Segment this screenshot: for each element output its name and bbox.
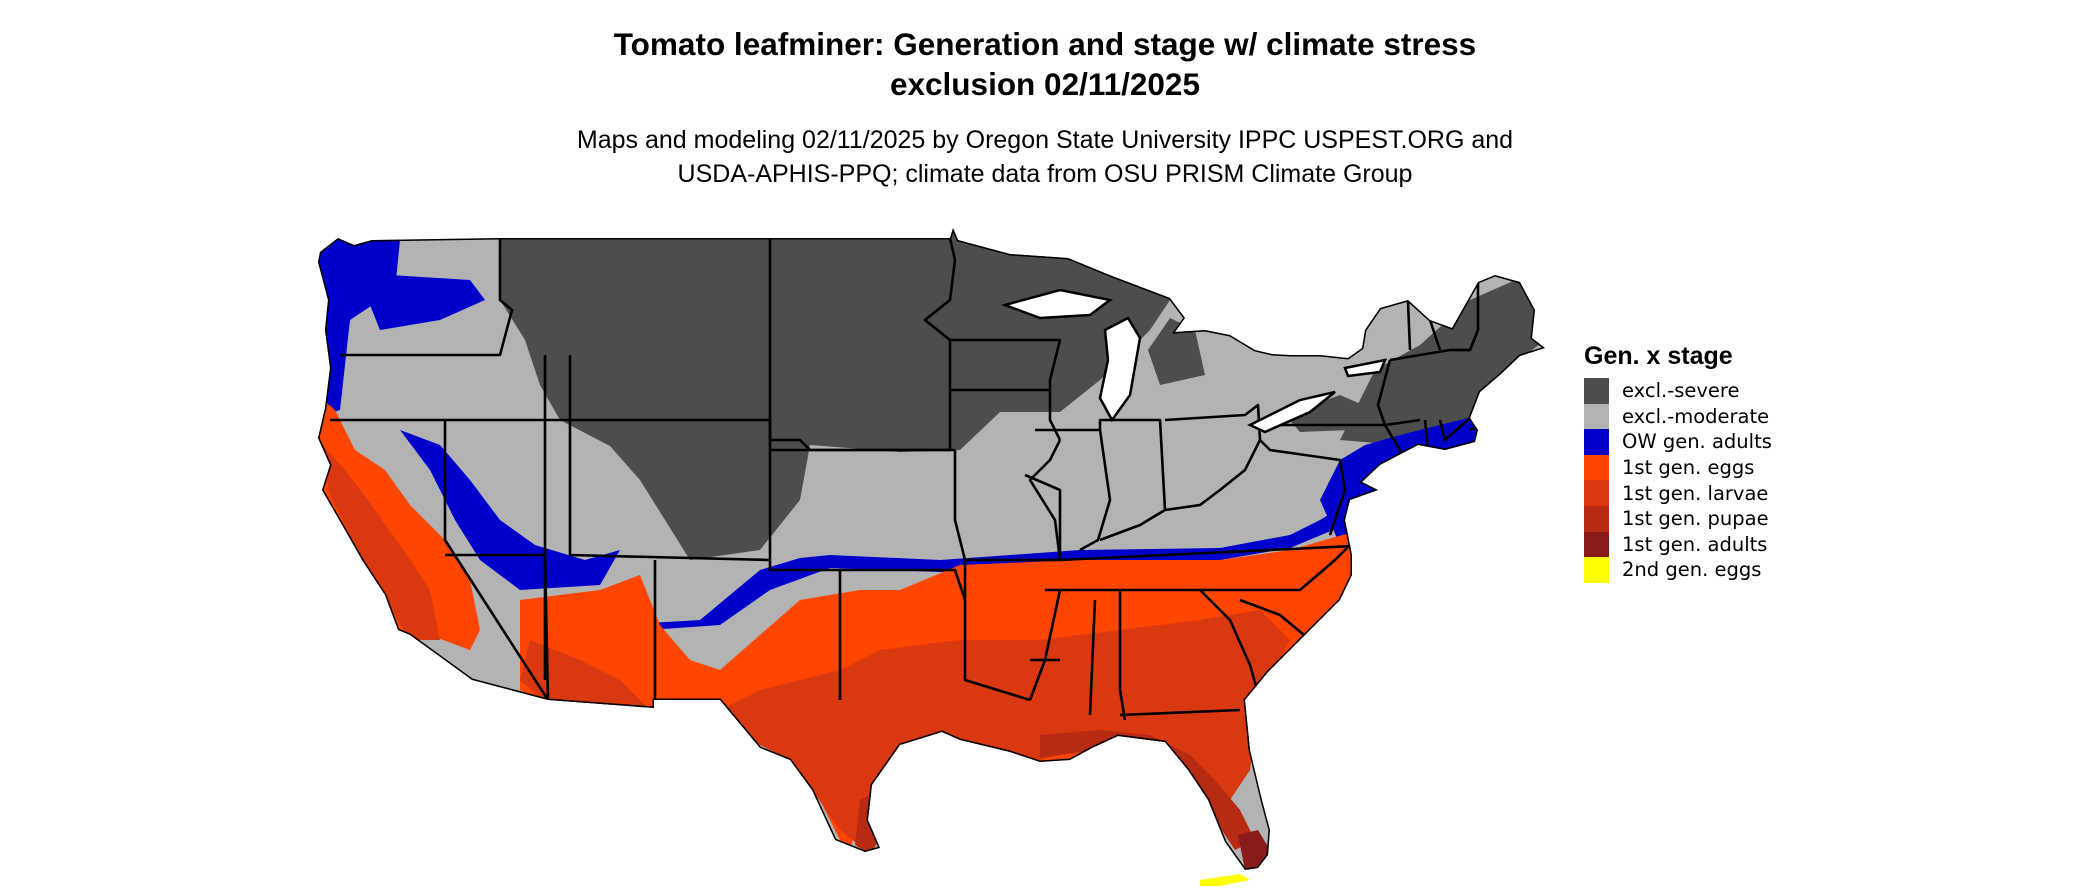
legend-label: 2nd gen. eggs bbox=[1622, 558, 1762, 582]
lake-ontario bbox=[1343, 358, 1388, 378]
map-title-line1: Tomato leafminer: Generation and stage w… bbox=[613, 26, 1477, 62]
legend-item: excl.-severe bbox=[1584, 378, 1772, 404]
legend-label: excl.-severe bbox=[1622, 379, 1740, 403]
zone-1st-gen-larvae-gulf bbox=[700, 610, 1290, 850]
zone-2nd-gen-eggs-keys bbox=[1200, 874, 1250, 886]
legend-label: excl.-moderate bbox=[1622, 404, 1770, 428]
legend-swatch bbox=[1584, 403, 1609, 430]
zone-excl-severe-michigan bbox=[1148, 318, 1205, 385]
conus-outline bbox=[318, 228, 1545, 870]
map-subtitle-line2: USDA-APHIS-PPQ; climate data from OSU PR… bbox=[677, 160, 1413, 188]
legend-items: excl.-severe excl.-moderate OW gen. adul… bbox=[1584, 378, 1772, 583]
zone-1st-gen-larvae-california bbox=[318, 440, 440, 640]
zone-excl-severe-northeast bbox=[1340, 278, 1545, 445]
legend-item: OW gen. adults bbox=[1584, 429, 1772, 455]
map-subtitle-line1: Maps and modeling 02/11/2025 by Oregon S… bbox=[576, 126, 1514, 154]
legend-item: 1st gen. eggs bbox=[1584, 454, 1772, 481]
map-subtitle: Maps and modeling 02/11/2025 by Oregon S… bbox=[0, 123, 2090, 191]
legend-swatch bbox=[1584, 505, 1609, 532]
legend-swatch bbox=[1584, 378, 1609, 404]
zone-ow-adults-sierra bbox=[400, 430, 620, 590]
great-lakes bbox=[1000, 288, 1388, 434]
legend-swatch bbox=[1584, 480, 1609, 506]
legend-item: excl.-moderate bbox=[1584, 403, 1772, 430]
legend-label: 1st gen. larvae bbox=[1622, 481, 1769, 505]
legend-label: 1st gen. adults bbox=[1622, 532, 1768, 556]
zone-1st-gen-adults-south-florida bbox=[1238, 830, 1270, 870]
legend-item: 2nd gen. eggs bbox=[1584, 557, 1772, 583]
legend-item: 1st gen. adults bbox=[1584, 531, 1772, 558]
zone-1st-gen-eggs-west-coast bbox=[318, 380, 480, 650]
legend-swatch bbox=[1584, 454, 1609, 481]
map-title-line2: exclusion 02/11/2025 bbox=[890, 66, 1200, 102]
zone-ow-adults-columbia bbox=[370, 275, 485, 330]
legend-label: OW gen. adults bbox=[1622, 430, 1772, 454]
lake-superior bbox=[1000, 288, 1113, 320]
legend-label: 1st gen. eggs bbox=[1622, 456, 1755, 480]
legend-swatch bbox=[1584, 557, 1609, 583]
legend-item: 1st gen. pupae bbox=[1584, 505, 1772, 532]
lake-michigan bbox=[1098, 316, 1142, 423]
zone-ow-adults-pacific-nw bbox=[318, 240, 400, 420]
zone-excl-severe-appalachia bbox=[1285, 395, 1370, 432]
lake-erie bbox=[1247, 390, 1336, 434]
map-title: Tomato leafminer: Generation and stage w… bbox=[0, 24, 2090, 104]
legend-label: 1st gen. pupae bbox=[1622, 507, 1769, 531]
legend-swatch bbox=[1584, 429, 1609, 455]
legend-swatch bbox=[1584, 531, 1609, 558]
legend-item: 1st gen. larvae bbox=[1584, 480, 1772, 506]
map-legend: Gen. x stage excl.-severe excl.-moderate… bbox=[1584, 340, 1772, 583]
legend-title: Gen. x stage bbox=[1584, 342, 1733, 370]
